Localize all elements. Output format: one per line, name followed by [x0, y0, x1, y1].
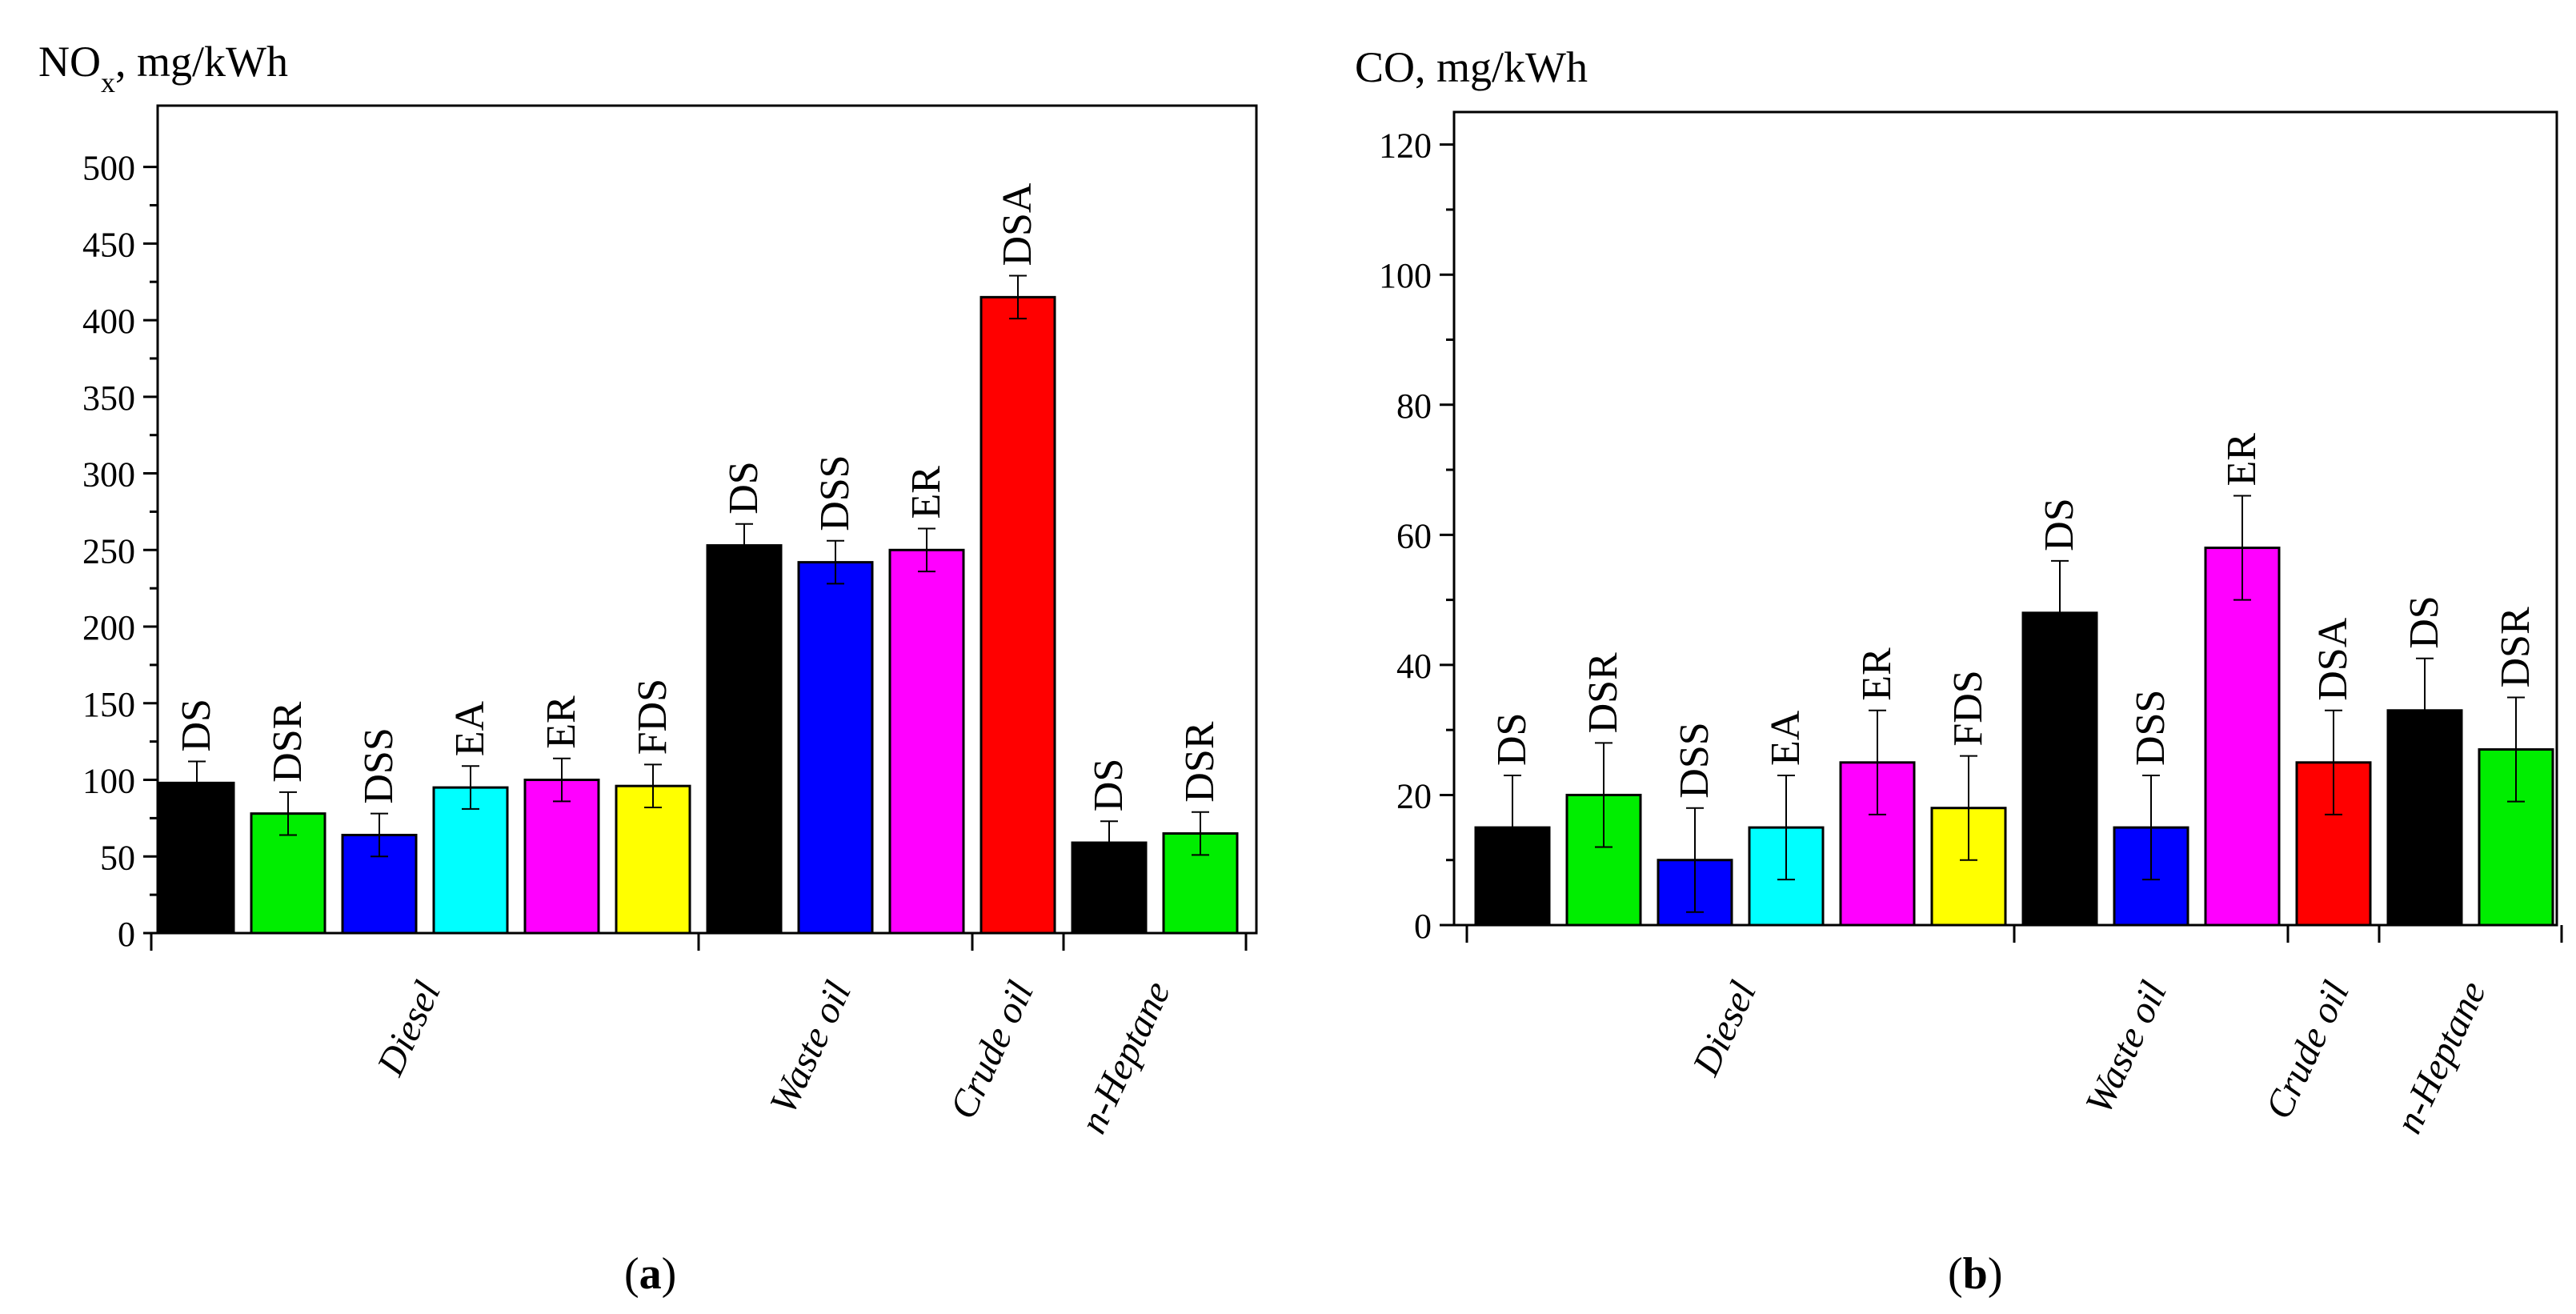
y-tick-label: 0	[1414, 907, 1432, 946]
panel-label: (b)	[1948, 1249, 2002, 1299]
bar-label: DS	[2402, 595, 2447, 648]
bar-label: DSS	[356, 727, 402, 803]
bar-label: DS	[2037, 498, 2082, 551]
bar-label: DSS	[1672, 722, 1717, 798]
bar-label: DSR	[1580, 652, 1626, 733]
chart-panel-b: 0 20 40 60 80 100 120 CO, mg/kWh DS DSR DSS EA ER FDS…	[1355, 43, 2563, 1299]
bar-label: DS	[1489, 713, 1535, 766]
bar-label: DSS	[812, 455, 858, 531]
panel-label-letter: a	[639, 1249, 662, 1299]
bar-label: DSS	[2128, 690, 2173, 766]
y-tick-label: 100	[1379, 256, 1432, 295]
bar	[888, 548, 965, 935]
group-label: Crude oil	[2258, 975, 2358, 1125]
y-axis-title-main: CO	[1355, 43, 1415, 91]
bar	[523, 779, 600, 935]
y-axis-title-unit: , mg/kWh	[1415, 43, 1588, 91]
bar	[2204, 547, 2281, 927]
y-tick-label: 350	[82, 379, 135, 418]
bar-label: DS	[174, 699, 219, 751]
chart-panel-a: 0 50 100 150 200 250 300 350 400 450 500 NOx, mg/kW…	[38, 38, 1258, 1299]
panel-label-close: )	[662, 1249, 677, 1299]
bar	[432, 786, 509, 935]
y-tick-label: 60	[1396, 516, 1432, 555]
y-tick-label: 150	[82, 685, 135, 724]
group-label: Waste oil	[762, 975, 859, 1120]
bar-label: ER	[903, 466, 949, 519]
group-label: n-Heptane	[2387, 975, 2494, 1140]
y-tick-label: 100	[82, 762, 135, 801]
panel-label-open: (	[624, 1249, 639, 1299]
panel-label-close: )	[1988, 1249, 2003, 1299]
y-tick-label: 120	[1379, 126, 1432, 166]
group-label: Diesel	[369, 975, 449, 1082]
bar-label: DSA	[995, 182, 1040, 266]
y-axis-title-main: NO	[38, 38, 101, 86]
bar-label: DSR	[1177, 721, 1223, 802]
bar	[706, 544, 783, 935]
bar-label: ER	[2219, 433, 2265, 487]
bar-label: ER	[539, 695, 584, 749]
bar-label: DSA	[2310, 617, 2356, 700]
y-tick-label: 0	[118, 915, 135, 954]
panel-label: (a)	[624, 1249, 676, 1299]
panel-label-open: (	[1948, 1249, 1963, 1299]
bar-label: FDS	[630, 679, 675, 755]
y-tick-label: 20	[1396, 776, 1432, 815]
y-tick-label: 50	[100, 838, 135, 877]
bar-label: DSR	[2493, 607, 2538, 687]
y-tick-label: 300	[82, 455, 135, 495]
y-tick-label: 400	[82, 302, 135, 341]
y-tick-label: 250	[82, 531, 135, 571]
y-axis-title: NOx, mg/kWh	[38, 38, 288, 98]
y-axis-title: CO, mg/kWh	[1355, 43, 1588, 91]
bar-label: EA	[1763, 710, 1809, 766]
group-label: Crude oil	[942, 975, 1042, 1125]
bar	[980, 295, 1056, 935]
bar-label: EA	[447, 701, 493, 757]
panel-label-letter: b	[1963, 1249, 1988, 1299]
bar	[797, 561, 874, 935]
y-tick-label: 80	[1396, 387, 1432, 426]
y-axis-title-subscript: x	[101, 66, 115, 98]
y-tick-label: 200	[82, 608, 135, 647]
bar	[615, 784, 691, 935]
y-axis-title-unit: , mg/kWh	[115, 38, 288, 86]
bar-label: FDS	[1945, 670, 1991, 746]
bar	[158, 781, 235, 935]
bar-label: DS	[1086, 759, 1132, 811]
y-tick-label: 450	[82, 225, 135, 264]
bar-label: DS	[721, 461, 767, 514]
bar-label: DSR	[265, 701, 310, 782]
group-label: n-Heptane	[1072, 975, 1179, 1140]
bar-label: ER	[1854, 647, 1900, 701]
y-tick-label: 40	[1396, 647, 1432, 686]
group-label: Diesel	[1685, 975, 1765, 1082]
group-label: Waste oil	[2077, 975, 2175, 1120]
y-tick-label: 500	[82, 149, 135, 188]
